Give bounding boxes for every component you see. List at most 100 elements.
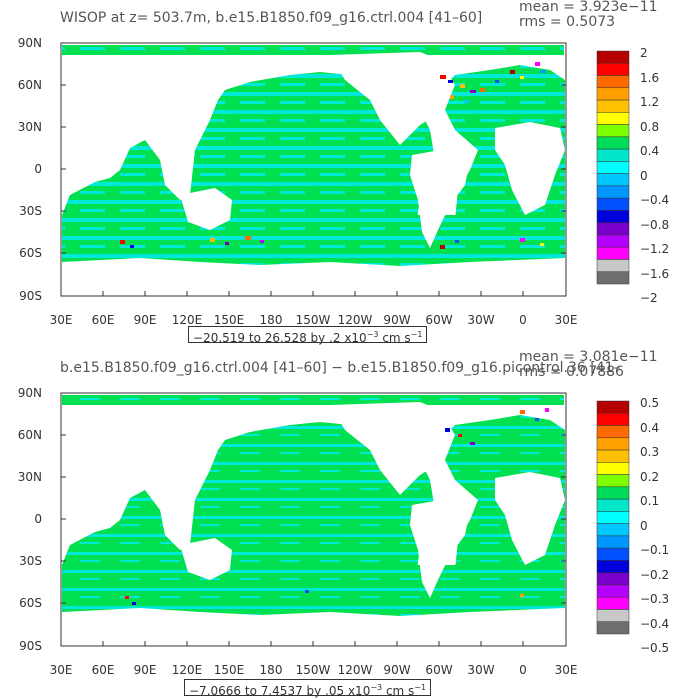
lon-label: 120E	[171, 313, 203, 327]
noise-north-atlantic	[445, 408, 549, 445]
lat-label: 30S	[19, 554, 42, 568]
land-australia	[180, 538, 232, 580]
noise-north-atlantic	[440, 62, 546, 103]
colorbar-label: −1.2	[640, 242, 670, 257]
top-map-field	[61, 43, 566, 296]
stat-mean: mean = 3.923e−11	[519, 0, 658, 15]
colorbar-swatch	[596, 596, 630, 610]
lat-label: 30N	[17, 470, 42, 484]
colorbar-label: −0.5	[640, 641, 670, 656]
lon-label: 0	[519, 313, 527, 327]
land-antarctica	[62, 258, 565, 296]
colorbar-swatch	[596, 486, 630, 500]
colorbar-label: 0.4	[640, 144, 660, 159]
colorbar-swatch	[596, 498, 630, 512]
lon-label: 30E	[49, 663, 73, 677]
lat-label: 60N	[17, 428, 42, 442]
lat-label: 90S	[19, 639, 42, 653]
colorbar-label: 0.3	[640, 445, 660, 460]
bottom-map-panel: b.e15.B1850.f09_g16.ctrl.004 [41–60] − b…	[0, 350, 700, 700]
colorbar-swatch	[596, 511, 630, 524]
colorbar-swatch	[596, 173, 630, 187]
colorbar-swatch	[596, 50, 630, 64]
lon-label: 90E	[133, 313, 157, 327]
lon-label: 120W	[337, 663, 373, 677]
colorbar-label: 0.2	[640, 469, 660, 484]
colorbar-swatch	[596, 437, 630, 451]
lat-label: 90N	[17, 36, 42, 50]
lon-label: 30E	[554, 663, 578, 677]
arctic-ocean	[62, 45, 564, 55]
land-australia	[180, 188, 232, 230]
colorbar-swatch	[596, 413, 630, 426]
lon-label: 60E	[91, 313, 115, 327]
colorbar-label: 0.1	[640, 494, 660, 509]
colorbar-swatch	[596, 523, 630, 537]
colorbar-label: 2	[640, 46, 648, 60]
colorbar-swatch	[596, 112, 630, 125]
lon-label: 90W	[383, 663, 411, 677]
colorbar-label: −0.8	[640, 217, 670, 232]
colorbar-swatch	[596, 271, 630, 285]
lat-label: 90S	[19, 289, 42, 303]
colorbar-label: −2	[640, 291, 658, 306]
colorbar-swatch	[596, 75, 630, 89]
map-title: WISOP at z= 503.7m, b.e15.B1850.f09_g16.…	[60, 10, 483, 26]
stat-mean: mean = 3.081e−11	[519, 349, 658, 365]
colorbar-swatch	[596, 87, 630, 101]
land-south-america	[410, 500, 470, 598]
lon-label: 90W	[383, 313, 411, 327]
top-colorbar	[596, 50, 630, 285]
colorbar-swatch	[596, 584, 630, 598]
arctic-ocean	[62, 395, 564, 405]
southern-ocean	[62, 565, 565, 613]
colorbar-label: −0.4	[640, 193, 670, 208]
colorbar-swatch	[596, 259, 630, 272]
colorbar-swatch	[596, 197, 630, 211]
colorbar-swatch	[596, 449, 630, 463]
colorbar-swatch	[596, 136, 630, 150]
colorbar-label: −0.2	[640, 567, 670, 582]
lat-label: 60S	[19, 596, 42, 610]
colorbar-swatch	[596, 400, 630, 414]
colorbar-swatch	[596, 63, 630, 76]
lon-label: 180	[259, 313, 283, 327]
colorbar-swatch	[596, 234, 630, 248]
colorbar-swatch	[596, 535, 630, 549]
noise-southern-ocean	[125, 590, 524, 605]
land-antarctica	[62, 608, 565, 646]
bottom-map-field	[61, 393, 566, 646]
colorbar-swatch	[596, 621, 630, 635]
land-eurasia	[62, 405, 300, 500]
colorbar-swatch	[596, 609, 630, 622]
land-north-america	[330, 402, 455, 495]
colorbar-label: 1.6	[640, 70, 660, 85]
map-title: b.e15.B1850.f09_g16.ctrl.004 [41–60] − b…	[60, 360, 621, 376]
colorbar-label: 0.8	[640, 119, 660, 134]
colorbar-swatch	[596, 222, 630, 236]
colorbar-label: 0	[640, 518, 648, 533]
colorbar-label: −1.6	[640, 266, 670, 281]
lat-label: 90N	[17, 386, 42, 400]
colorbar-swatch	[596, 462, 630, 475]
top-map-svg	[60, 42, 630, 297]
lon-label: 30W	[467, 313, 495, 327]
southern-ocean	[62, 215, 565, 263]
lon-label: 150W	[295, 313, 331, 327]
lat-label: 30N	[17, 120, 42, 134]
colorbar-label: 1.2	[640, 95, 660, 110]
noise-southern-ocean	[120, 236, 544, 249]
lon-label: 120E	[171, 663, 203, 677]
colorbar-swatch	[596, 246, 630, 260]
lon-label: 120W	[337, 313, 373, 327]
lon-label: 60E	[91, 663, 115, 677]
colorbar-swatch	[596, 99, 630, 113]
colorbar-swatch	[596, 185, 630, 199]
lon-label: 150E	[213, 663, 245, 677]
colorbar-label: −0.4	[640, 616, 670, 631]
colorbar-swatch	[596, 210, 630, 223]
lon-label: 60W	[425, 663, 453, 677]
bottom-colorbar	[596, 400, 630, 635]
colorbar-swatch	[596, 547, 630, 561]
top-map-panel: WISOP at z= 503.7m, b.e15.B1850.f09_g16.…	[17, 0, 670, 345]
